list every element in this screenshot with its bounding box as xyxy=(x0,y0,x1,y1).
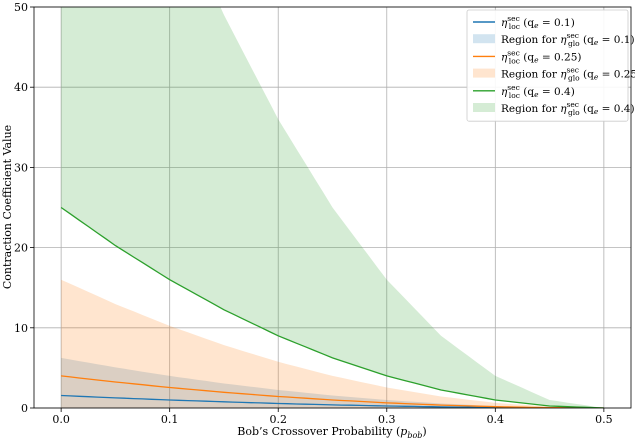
region-area xyxy=(61,357,604,408)
regions xyxy=(61,7,604,408)
y-tick-label: 40 xyxy=(14,81,28,94)
ticks: 0.0 0.1 0.2 0.3 0.4 0.5 0 10 20 30 40 50 xyxy=(14,1,613,426)
region-area xyxy=(61,7,604,408)
series-line xyxy=(61,375,604,408)
x-axis-label: Bob’s Crossover Probability (pbob) xyxy=(237,425,426,439)
legend-entry-label: Region for ηsec glo (qe = 0.1) xyxy=(501,31,635,48)
legend-entry-label: ηsec loc (qe = 0.4) xyxy=(501,83,575,100)
legend-entry-label: ηsec loc (qe = 0.25) xyxy=(501,48,581,65)
legend-box xyxy=(466,9,629,122)
y-tick-label: 50 xyxy=(14,1,28,14)
x-tick-label: 0.2 xyxy=(269,413,287,426)
legend-patch-swatch xyxy=(473,103,495,112)
y-axis-label: Contraction Coefficient Value xyxy=(1,125,14,289)
region-area xyxy=(61,279,604,408)
legend-patch-swatch xyxy=(473,34,495,44)
legend-entry-label: ηsec loc (qe = 0.1) xyxy=(501,14,575,31)
y-tick-label: 30 xyxy=(14,161,28,174)
x-tick-label: 0.5 xyxy=(595,413,613,426)
legend-entry-label: Region for ηsec glo (qe = 0.4) xyxy=(501,100,635,117)
plot-frame xyxy=(33,6,632,409)
x-tick-label: 0.0 xyxy=(52,413,70,426)
x-tick-label: 0.3 xyxy=(378,413,396,426)
y-tick-label: 10 xyxy=(14,322,28,335)
y-tick-label: 0 xyxy=(21,402,28,415)
y-tick-label: 20 xyxy=(14,242,28,255)
legend: ηsec loc (qe = 0.1)Region for ηsec glo (qe… xyxy=(466,9,635,122)
legend-patch-swatch xyxy=(473,68,495,78)
series-line xyxy=(60,206,604,408)
x-tick-label: 0.1 xyxy=(161,413,179,426)
x-tick-label: 0.4 xyxy=(487,413,505,426)
